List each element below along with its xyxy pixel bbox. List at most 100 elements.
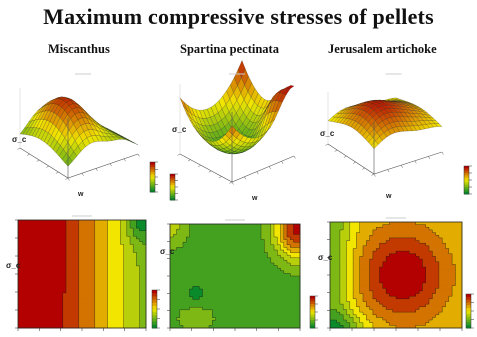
contour-cell [261,229,265,233]
contour-cell [330,229,334,233]
contour-cell [215,289,220,292]
contour-cell [18,252,22,256]
contour-cell [114,276,118,280]
contour-cell [21,295,25,299]
contour-cell [62,238,67,242]
contour-cell [56,295,60,299]
contour-cell [251,237,255,240]
contour-cell [366,309,370,313]
contour-cell [18,225,22,229]
contour-cell [85,230,89,234]
contour-cell [75,247,80,251]
contour-cell [179,260,184,264]
colorbar-contour-0 [151,289,160,329]
contour-cell [244,239,249,243]
contour-cell [179,281,184,285]
contour-cell [170,281,174,285]
contour-cell [379,227,384,231]
contour-cell [192,255,197,259]
axis-tick [281,161,284,164]
contour-cell [372,256,377,260]
contour-cell [53,222,57,226]
contour-cell [372,267,377,271]
contour-cell [101,247,105,251]
contour-cell [339,309,344,313]
contour-cell [222,278,226,282]
contour-cell [27,236,32,240]
contour-cell [186,296,190,300]
contour-cell [136,233,140,237]
contour-cell [225,317,229,321]
contour-cell [37,295,41,299]
colorbar-swatch [152,321,157,326]
contour-cell [283,229,288,233]
contour-cell [287,265,291,269]
contour-cell [192,252,197,256]
contour-cell [142,287,147,291]
contour-cell [336,248,341,252]
contour-cell [98,295,102,299]
contour-cell [277,276,281,279]
contour-cell [254,278,259,282]
contour-cell [72,249,76,253]
contour-cell [139,238,144,242]
contour-cell [369,304,374,308]
contour-cell [56,249,60,253]
contour-cell [170,231,174,235]
contour-cell [389,280,394,284]
contour-cell [85,222,89,226]
contour-cell [235,229,239,233]
contour-cell [136,247,140,251]
contour-cell [50,282,54,286]
contour-cell [231,250,236,253]
contour-cell [130,314,134,318]
contour-cell [366,277,370,281]
contour-cell [235,312,239,316]
contour-cell [196,273,200,277]
contour-cell [209,265,213,269]
contour-cell [37,265,41,269]
contour-cell [333,306,337,310]
contour-cell [101,263,105,267]
contour-cell [110,292,115,296]
contour-cell [257,270,262,274]
contour-cell [241,283,246,287]
contour-cell [353,256,357,260]
contour-cell [356,267,361,271]
contour-cell [339,304,344,308]
contour-cell [126,265,131,269]
contour-cell [386,259,390,263]
contour-cell [336,277,341,281]
contour-cell [66,282,70,286]
contour-cell [386,261,390,265]
contour-cell [66,241,70,245]
contour-cell [189,315,194,318]
contour-cell [264,224,268,227]
contour-cell [228,226,233,230]
contour-cell [330,285,334,289]
contour-cell [231,299,236,303]
contour-cell [186,317,190,321]
contour-cell [202,250,207,253]
contour-cell [24,290,28,294]
contour-cell [251,252,255,256]
contour-cell [196,322,200,326]
contour-cell [78,233,83,237]
contour-cell [202,265,207,269]
contour-cell [53,274,57,278]
contour-cell [356,314,361,318]
contour-cell [186,250,190,253]
contour-cell [91,325,96,329]
contour-cell [379,320,384,324]
contour-cell [379,222,384,226]
contour-cell [142,225,147,229]
contour-cell [290,229,294,233]
contour-cell [117,222,121,226]
contour-cell [50,263,54,267]
contour-cell [261,224,265,227]
contour-cell [27,263,32,267]
contour-cell [101,274,105,278]
contour-cell [356,261,361,265]
contour-cell [296,312,301,316]
contour-cell [66,271,70,275]
